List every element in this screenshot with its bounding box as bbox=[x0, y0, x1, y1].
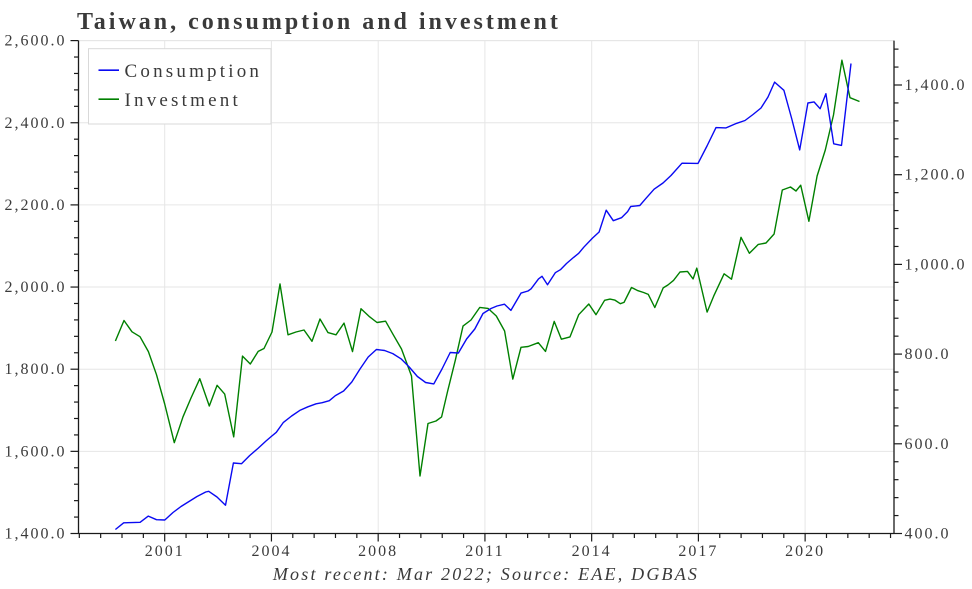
svg-text:2017: 2017 bbox=[678, 543, 718, 560]
svg-text:600.0: 600.0 bbox=[905, 436, 951, 453]
svg-text:2011: 2011 bbox=[465, 543, 504, 560]
svg-text:2,200.0: 2,200.0 bbox=[5, 197, 67, 214]
svg-text:2014: 2014 bbox=[572, 543, 612, 560]
svg-text:2020: 2020 bbox=[785, 543, 825, 560]
svg-text:2004: 2004 bbox=[251, 543, 291, 560]
svg-text:1,400.0: 1,400.0 bbox=[905, 77, 967, 94]
svg-text:1,200.0: 1,200.0 bbox=[905, 167, 967, 184]
svg-text:Investment: Investment bbox=[125, 90, 241, 111]
svg-text:1,400.0: 1,400.0 bbox=[5, 526, 67, 543]
svg-text:1,800.0: 1,800.0 bbox=[5, 361, 67, 378]
svg-text:2001: 2001 bbox=[145, 543, 185, 560]
svg-text:800.0: 800.0 bbox=[905, 346, 951, 363]
svg-text:2008: 2008 bbox=[358, 543, 398, 560]
svg-text:2,400.0: 2,400.0 bbox=[5, 115, 67, 132]
svg-text:Consumption: Consumption bbox=[125, 61, 263, 82]
svg-text:2,600.0: 2,600.0 bbox=[5, 33, 67, 50]
svg-text:1,600.0: 1,600.0 bbox=[5, 443, 67, 460]
svg-text:Taiwan, consumption and invest: Taiwan, consumption and investment bbox=[77, 9, 561, 35]
svg-text:Most recent: Mar 2022; Source:: Most recent: Mar 2022; Source: EAE, DGBA… bbox=[272, 564, 699, 584]
svg-text:400.0: 400.0 bbox=[905, 526, 951, 543]
svg-text:1,000.0: 1,000.0 bbox=[905, 256, 967, 273]
svg-text:2,000.0: 2,000.0 bbox=[5, 279, 67, 296]
